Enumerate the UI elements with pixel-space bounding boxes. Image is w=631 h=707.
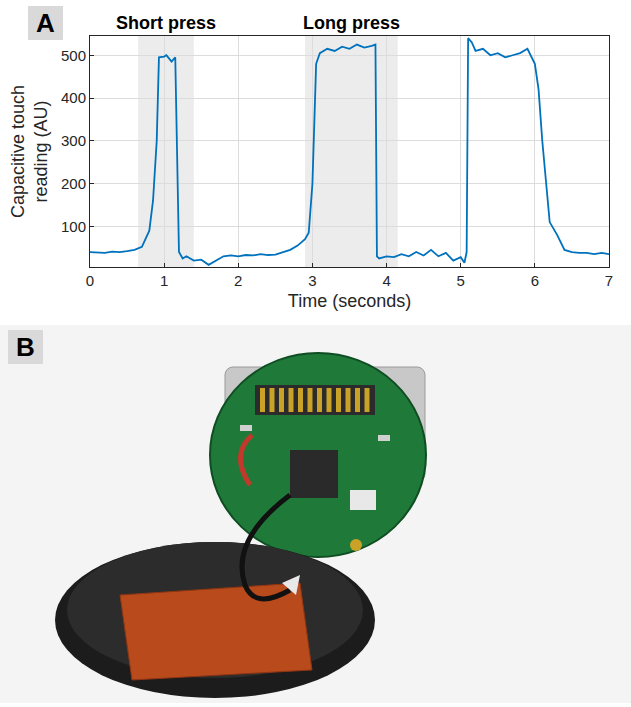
- svg-text:Long press: Long press: [303, 13, 400, 33]
- svg-text:400: 400: [61, 89, 86, 106]
- svg-text:2: 2: [234, 272, 242, 289]
- svg-text:300: 300: [61, 132, 86, 149]
- svg-text:Time (seconds): Time (seconds): [288, 291, 411, 311]
- svg-text:500: 500: [61, 47, 86, 64]
- html-text:B: B: [16, 332, 35, 362]
- svg-text:7: 7: [605, 272, 613, 289]
- svg-text:1: 1: [160, 272, 168, 289]
- svg-text:6: 6: [531, 272, 539, 289]
- svg-text:3: 3: [308, 272, 316, 289]
- svg-text:100: 100: [61, 218, 86, 235]
- html-text:A: A: [36, 8, 55, 38]
- svg-text:200: 200: [61, 175, 86, 192]
- svg-text:4: 4: [382, 272, 390, 289]
- svg-text:Capacitive touchreading (AU): Capacitive touchreading (AU): [8, 85, 51, 218]
- svg-text:0: 0: [86, 272, 94, 289]
- svg-text:5: 5: [457, 272, 465, 289]
- svg-text:Short press: Short press: [116, 13, 216, 33]
